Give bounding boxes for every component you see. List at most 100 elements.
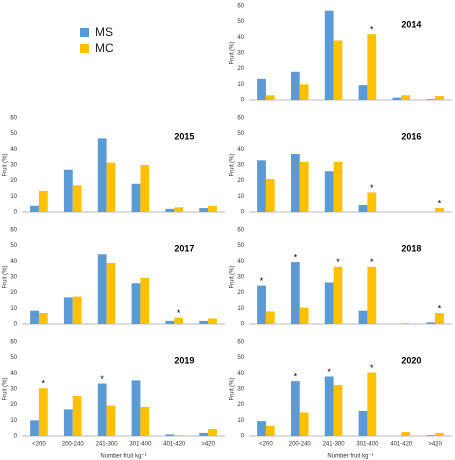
bar <box>324 171 334 212</box>
x-tick-label: >420 <box>201 442 215 448</box>
y-tick-label: 30 <box>237 163 244 169</box>
significance-mark: * <box>370 257 374 267</box>
panel-title: 2014 <box>401 19 421 29</box>
y-tick-label: 10 <box>10 306 17 312</box>
bar <box>333 40 343 100</box>
bar <box>358 310 368 324</box>
bar <box>435 96 444 100</box>
y-tick-label: 20 <box>10 290 17 296</box>
y-tick-label: 10 <box>237 418 244 424</box>
bar <box>299 412 309 436</box>
bar <box>257 78 266 100</box>
bar <box>324 282 334 324</box>
legend-swatch <box>80 28 89 37</box>
bar <box>401 432 411 436</box>
y-tick-label: 0 <box>14 434 18 440</box>
bar <box>290 262 300 324</box>
y-tick-label: 50 <box>10 355 17 361</box>
y-tick-label: 0 <box>14 322 18 328</box>
significance-mark: * <box>42 379 46 389</box>
y-tick-label: 30 <box>10 275 17 281</box>
bar <box>392 97 402 100</box>
x-tick-label: 241-300 <box>323 442 346 448</box>
y-tick-label: 60 <box>237 116 244 122</box>
y-tick-label: 50 <box>237 355 244 361</box>
y-tick-label: 30 <box>10 387 17 393</box>
y-tick-label: 30 <box>237 275 244 281</box>
significance-mark: * <box>370 363 374 373</box>
bar <box>426 99 436 100</box>
y-tick-label: 50 <box>10 243 17 249</box>
y-tick-label: 60 <box>10 116 17 122</box>
bar <box>265 95 275 100</box>
y-tick-label: 30 <box>10 163 17 169</box>
y-tick-label: 20 <box>10 178 17 184</box>
bar <box>333 385 343 436</box>
bar <box>131 283 141 324</box>
bar <box>38 190 48 212</box>
y-tick-label: 40 <box>10 147 17 153</box>
y-tick-label: 50 <box>10 131 17 137</box>
bar <box>131 380 141 436</box>
bar <box>140 407 150 436</box>
bar <box>290 381 300 436</box>
bar <box>435 432 444 436</box>
significance-mark: * <box>100 374 104 384</box>
significance-mark: * <box>438 198 442 208</box>
y-tick-label: 60 <box>237 340 244 346</box>
significance-mark: * <box>260 276 264 286</box>
bar <box>199 432 209 436</box>
y-tick-label: 40 <box>10 371 17 377</box>
x-tick-label: <200 <box>32 442 46 448</box>
significance-mark: * <box>294 252 298 262</box>
y-tick-label: 10 <box>237 306 244 312</box>
bar <box>72 185 82 212</box>
x-tick-label: 301-400 <box>356 442 379 448</box>
bar <box>367 34 377 101</box>
bar <box>30 310 39 324</box>
x-tick-label: 241-300 <box>96 442 119 448</box>
bar <box>165 208 175 212</box>
x-tick-label: >420 <box>428 442 442 448</box>
bar <box>106 405 116 436</box>
x-tick-label: 401-420 <box>163 442 186 448</box>
significance-mark: * <box>327 367 331 377</box>
bar <box>174 207 184 212</box>
bar <box>208 428 217 436</box>
y-tick-label: 10 <box>237 82 244 88</box>
bar <box>30 420 39 436</box>
y-tick-label: 60 <box>10 228 17 234</box>
significance-mark: * <box>438 303 442 313</box>
bar <box>208 318 217 324</box>
bar <box>290 154 300 212</box>
y-tick-label: 40 <box>10 259 17 265</box>
bar <box>358 410 368 436</box>
bar <box>257 421 266 436</box>
bar <box>38 388 48 436</box>
bar <box>299 307 309 324</box>
bar <box>299 84 309 100</box>
bar <box>290 71 300 100</box>
panel-title: 2019 <box>174 355 194 365</box>
y-axis-label: Fruit (%) <box>3 378 9 401</box>
legend-swatch <box>80 44 89 53</box>
bar <box>257 285 266 324</box>
bar <box>140 165 150 212</box>
bar <box>265 425 275 436</box>
y-tick-label: 50 <box>237 131 244 137</box>
significance-mark: * <box>177 308 181 318</box>
bar <box>199 320 209 324</box>
bar <box>106 262 116 324</box>
legend-label: MS <box>95 25 113 39</box>
bar <box>358 85 368 100</box>
y-axis-label: Fruit (%) <box>3 154 9 177</box>
bar <box>63 169 73 212</box>
significance-mark: * <box>370 183 374 193</box>
bar <box>257 160 266 212</box>
bar <box>401 323 411 324</box>
bar <box>367 266 377 324</box>
x-tick-label: 401-420 <box>390 442 413 448</box>
significance-mark: * <box>294 372 298 382</box>
y-tick-label: 10 <box>237 194 244 200</box>
